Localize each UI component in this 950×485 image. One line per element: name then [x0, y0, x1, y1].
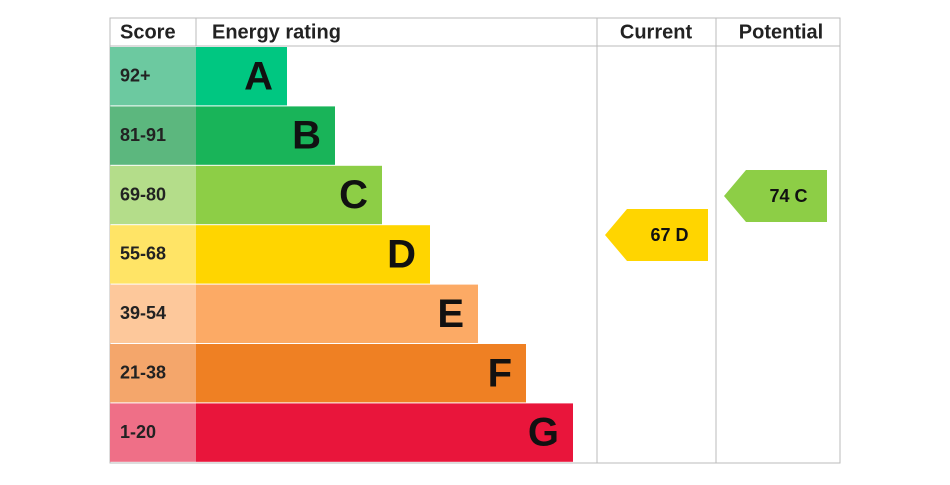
- score-label: 55-68: [120, 244, 166, 264]
- rating-letter: D: [387, 232, 416, 276]
- header-potential: Potential: [739, 21, 823, 43]
- current-arrow: [605, 209, 708, 261]
- score-cell: [110, 165, 196, 225]
- header-score: Score: [120, 21, 176, 43]
- score-cell: [110, 106, 196, 165]
- potential-arrow: [724, 170, 827, 222]
- score-label: 21-38: [120, 362, 166, 382]
- score-cell: [110, 225, 196, 284]
- potential-label: 74 C: [769, 186, 807, 206]
- rating-bar: [196, 225, 430, 284]
- score-label: 81-91: [120, 125, 166, 145]
- rating-letter: E: [437, 292, 464, 336]
- score-cell: [110, 47, 196, 106]
- rating-letter: B: [292, 114, 321, 158]
- rating-bar: [196, 284, 478, 343]
- current-label: 67 D: [650, 225, 688, 245]
- rating-bar: [196, 165, 382, 225]
- score-cell: [110, 403, 196, 462]
- rating-letter: F: [488, 351, 512, 395]
- header-rating: Energy rating: [212, 21, 341, 43]
- header-current: Current: [620, 21, 693, 43]
- rating-bar: [196, 106, 335, 165]
- score-cell: [110, 344, 196, 403]
- score-cell: [110, 284, 196, 343]
- rating-bar: [196, 344, 526, 403]
- rating-letter: G: [528, 411, 559, 455]
- rating-letter: A: [244, 54, 273, 98]
- rating-letter: C: [339, 173, 368, 217]
- score-label: 92+: [120, 65, 151, 85]
- rating-bar: [196, 47, 287, 106]
- score-label: 1-20: [120, 422, 156, 442]
- rating-bar: [196, 403, 573, 462]
- score-label: 69-80: [120, 184, 166, 204]
- score-label: 39-54: [120, 303, 166, 323]
